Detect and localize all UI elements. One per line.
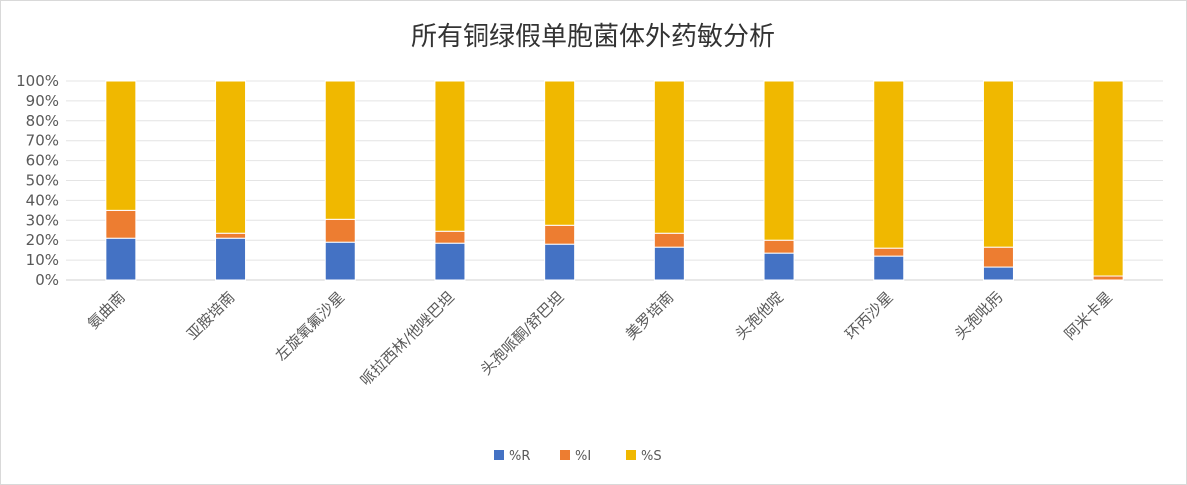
y-tick-label: 60% <box>26 152 59 170</box>
y-tick-label: 100% <box>16 72 59 90</box>
bar-segment <box>653 246 685 281</box>
x-tick-label: 美罗培南 <box>622 288 677 343</box>
y-tick-label: 30% <box>26 211 59 229</box>
legend-label: %S <box>641 449 662 464</box>
gridlines <box>66 80 1163 281</box>
y-tick-label: 0% <box>35 271 59 289</box>
bar-segment <box>434 242 466 281</box>
y-tick-label: 10% <box>26 251 59 269</box>
legend-label: %R <box>509 449 530 464</box>
bar-segment <box>324 241 356 281</box>
bar-segment <box>544 224 576 245</box>
bar-segment <box>215 232 247 239</box>
legend-swatch <box>494 450 504 460</box>
legend: %R %I %S <box>494 449 662 464</box>
y-tick-label: 20% <box>26 231 59 249</box>
bar-segment <box>324 218 356 243</box>
y-tick-label: 70% <box>26 132 59 150</box>
bar-segment <box>763 239 795 254</box>
bar-segment <box>982 80 1014 248</box>
bar-segment <box>653 80 685 234</box>
bar-segment <box>434 80 466 232</box>
bar-segment <box>982 246 1014 268</box>
x-tick-label: 环丙沙星 <box>841 288 896 343</box>
y-tick-label: 80% <box>26 112 59 130</box>
bar-segment <box>324 80 356 220</box>
bar-segment <box>873 80 905 249</box>
x-tick-label: 哌拉西林/他唑巴坦 <box>357 288 458 389</box>
y-axis: 0% 10% 20% 30% 40%50% 60% 70% 80% 90% 100% <box>16 72 59 289</box>
legend-swatch <box>626 450 636 460</box>
bar-segment <box>1092 275 1124 281</box>
bar-segment <box>544 243 576 281</box>
x-tick-label: 头孢哌酮/舒巴坦 <box>477 288 568 379</box>
bar-segment <box>763 252 795 281</box>
x-axis: 氨曲南 亚胺培南 左旋氧氟沙星 哌拉西林/他唑巴坦 头孢哌酮/舒巴坦 美罗培南 头孢他啶 环丙… <box>84 288 1116 389</box>
bar-segment <box>982 266 1014 281</box>
bar-segment <box>763 80 795 241</box>
bar-segment <box>215 237 247 281</box>
bars <box>105 80 1124 281</box>
x-tick-label: 氨曲南 <box>84 288 129 333</box>
chart-title: 所有铜绿假单胞菌体外药敏分析 <box>411 22 775 52</box>
bar-segment <box>105 209 137 239</box>
bar-segment <box>105 237 137 281</box>
bar-segment <box>434 230 466 244</box>
legend-swatch <box>560 450 570 460</box>
bar-segment <box>105 80 137 211</box>
x-tick-label: 头孢吡肟 <box>951 288 1006 343</box>
x-tick-label: 阿米卡星 <box>1061 288 1116 343</box>
y-tick-label: 90% <box>26 92 59 110</box>
y-tick-label: 40% <box>26 191 59 209</box>
bar-segment <box>873 247 905 257</box>
bar-segment <box>544 80 576 226</box>
x-tick-label: 头孢他啶 <box>732 288 787 343</box>
bar-segment <box>215 80 247 234</box>
x-tick-label: 亚胺培南 <box>183 288 238 343</box>
legend-label: %I <box>575 449 591 464</box>
bar-segment <box>873 255 905 281</box>
bar-segment <box>1092 80 1124 277</box>
bar-segment <box>653 232 685 248</box>
y-tick-label: 50% <box>26 172 59 190</box>
x-tick-label: 左旋氧氟沙星 <box>272 288 348 364</box>
